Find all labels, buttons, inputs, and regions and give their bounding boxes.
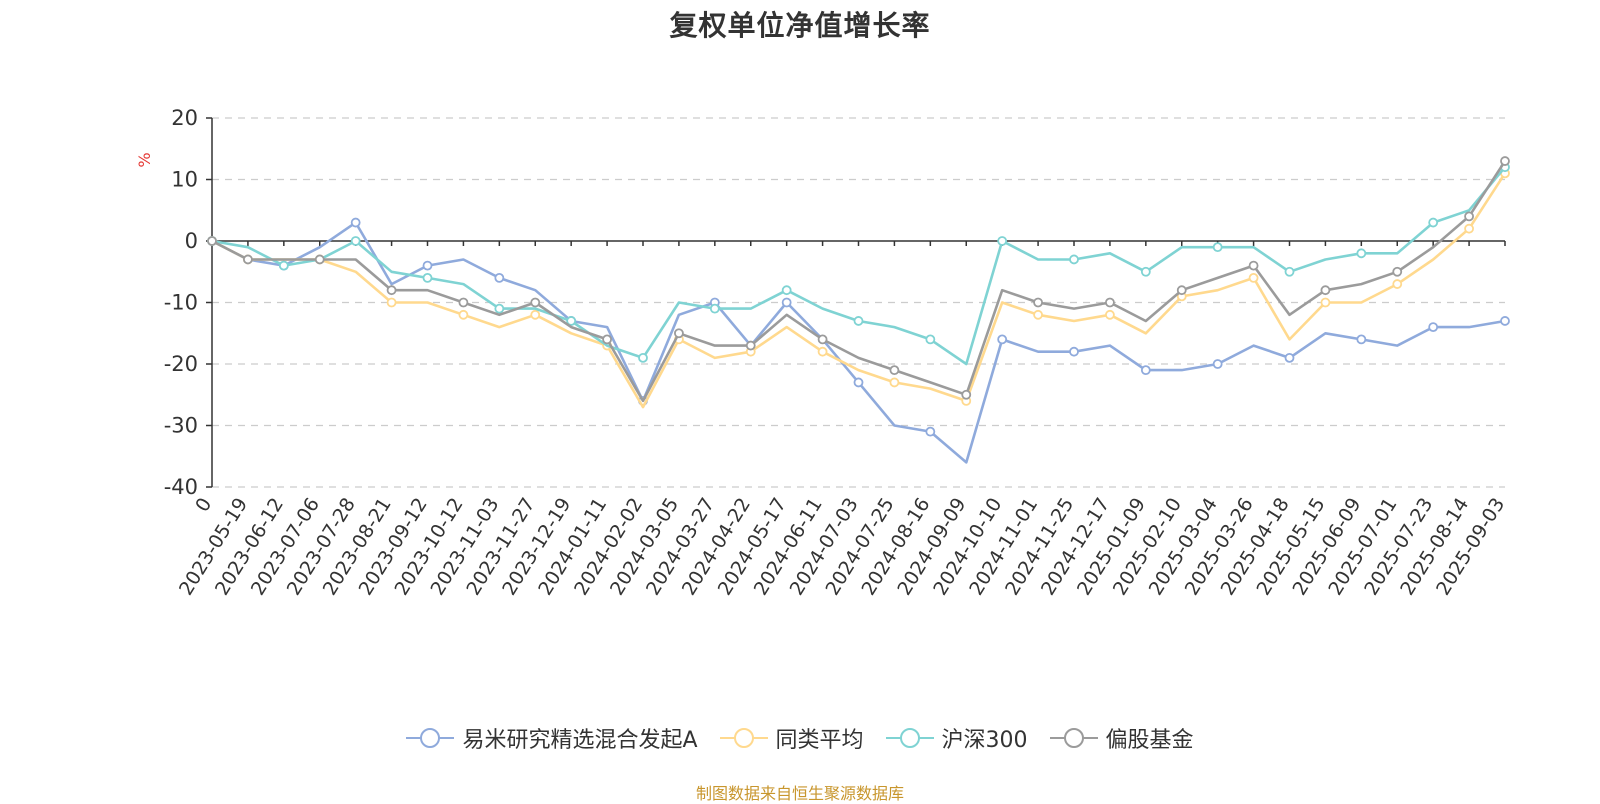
data-point: [1392, 279, 1403, 289]
data-point: [458, 309, 469, 320]
y-tick-label: 0: [185, 229, 198, 253]
data-point: [745, 340, 756, 351]
data-point: [1500, 316, 1510, 326]
data-point: [422, 272, 433, 283]
y-tick-label: -40: [164, 475, 198, 499]
series-peer: [207, 168, 1510, 409]
data-point: [1392, 266, 1403, 277]
legend-label: 易米研究精选混合发起A: [462, 728, 698, 753]
data-point: [207, 236, 217, 246]
legend-label: 同类平均: [775, 728, 864, 753]
data-point: [1284, 266, 1295, 277]
data-point: [422, 260, 433, 271]
data-point: [1428, 217, 1439, 228]
data-source-note: 制图数据来自恒生聚源数据库: [695, 784, 904, 803]
data-point: [853, 377, 864, 388]
legend-item[interactable]: 易米研究精选混合发起A: [406, 722, 698, 754]
data-point: [1069, 346, 1079, 357]
legend-marker-icon: [719, 728, 768, 748]
data-point: [1464, 211, 1474, 222]
data-point: [997, 236, 1008, 246]
series-hs300: [207, 162, 1510, 366]
x-tick-label: 0: [191, 494, 216, 516]
data-point: [1320, 297, 1331, 308]
data-point: [350, 217, 361, 228]
data-point: [530, 297, 541, 308]
data-point: [961, 389, 972, 400]
series-fund: [207, 217, 1510, 464]
legend: 易米研究精选混合发起A 同类平均 沪深300 偏股基金: [0, 722, 1600, 754]
data-point: [1464, 223, 1474, 234]
data-point: [1033, 297, 1043, 308]
data-point: [458, 297, 469, 308]
data-point: [1069, 254, 1079, 265]
legend-label: 偏股基金: [1105, 728, 1194, 753]
data-point: [1248, 272, 1259, 283]
legend-item[interactable]: 同类平均: [719, 722, 864, 754]
data-point: [925, 426, 936, 437]
legend-marker-icon: [885, 728, 934, 748]
data-point: [1320, 285, 1331, 296]
data-point: [674, 328, 684, 339]
y-tick-label: -30: [164, 414, 198, 438]
data-point: [1500, 156, 1510, 166]
legend-item[interactable]: 偏股基金: [1049, 722, 1194, 754]
y-axis-label: %: [135, 152, 154, 167]
y-tick-label: 20: [171, 106, 198, 130]
data-point: [889, 377, 900, 388]
data-point: [1176, 285, 1187, 296]
data-point: [386, 285, 397, 296]
y-tick-label: -10: [164, 291, 198, 315]
data-point: [853, 316, 864, 326]
legend-item[interactable]: 沪深300: [885, 722, 1028, 754]
data-point: [1356, 248, 1367, 259]
data-point: [781, 297, 792, 308]
legend-marker-icon: [1049, 728, 1098, 748]
line-chart: 20100-10-20-30-4002023-05-192023-06-1220…: [135, 106, 1510, 599]
series-equity: [207, 156, 1510, 403]
data-point: [1033, 309, 1043, 320]
data-point: [925, 334, 936, 345]
data-point: [1105, 309, 1115, 320]
data-point: [1105, 297, 1115, 308]
data-point: [386, 297, 397, 308]
data-point: [638, 352, 648, 363]
data-point: [1428, 322, 1439, 333]
legend-label: 沪深300: [941, 728, 1028, 753]
series-line: [211, 160, 1507, 403]
data-point: [889, 365, 900, 376]
data-point: [1212, 242, 1223, 253]
y-tick-label: -20: [164, 352, 198, 376]
data-point: [817, 346, 828, 357]
legend-marker-icon: [406, 728, 455, 748]
data-point: [709, 303, 720, 314]
data-point: [243, 254, 253, 265]
data-point: [314, 254, 325, 265]
data-point: [494, 303, 505, 314]
data-point: [781, 285, 792, 296]
series-line: [211, 221, 1506, 464]
data-point: [1212, 359, 1223, 369]
data-point: [1140, 266, 1151, 277]
data-point: [494, 272, 505, 283]
chart-title: 复权单位净值增长率: [669, 9, 931, 42]
data-point: [817, 334, 828, 345]
data-point: [1140, 365, 1151, 376]
series-layer: [207, 156, 1510, 464]
data-point: [602, 334, 612, 345]
data-point: [530, 309, 541, 320]
data-point: [1356, 334, 1367, 345]
data-point: [566, 316, 577, 326]
series-line: [211, 166, 1506, 366]
data-point: [1284, 352, 1295, 363]
data-point: [997, 334, 1008, 345]
y-tick-label: 10: [171, 168, 198, 192]
data-point: [350, 236, 361, 246]
data-point: [278, 260, 289, 271]
series-line: [211, 172, 1507, 409]
data-point: [1248, 260, 1259, 271]
